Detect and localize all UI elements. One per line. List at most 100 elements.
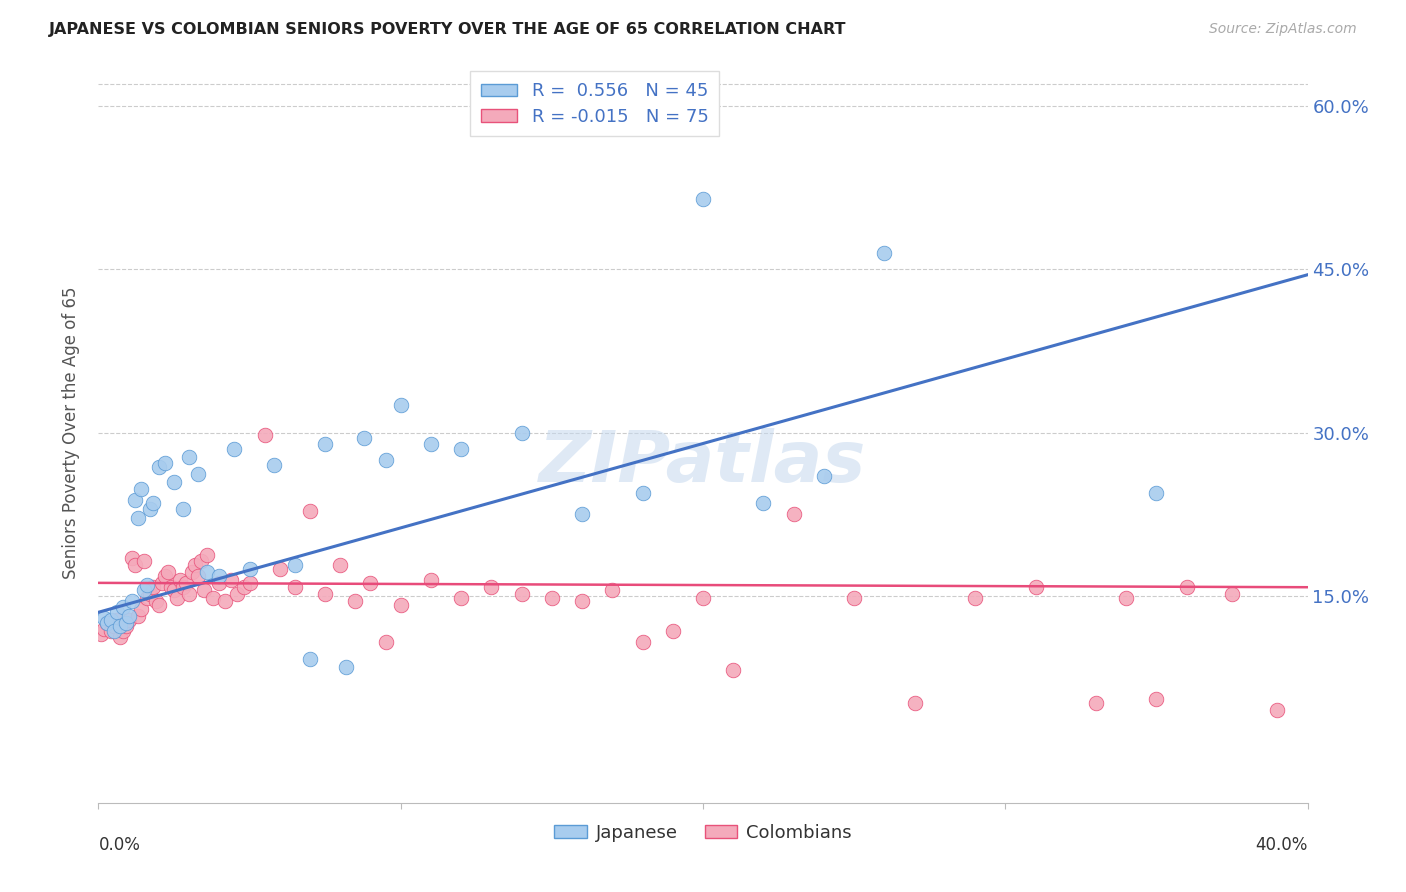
Point: [692, 192, 714, 206]
Point: [510, 587, 533, 601]
Point: [723, 663, 745, 677]
Point: [127, 510, 149, 524]
Point: [93, 611, 115, 625]
Point: [153, 569, 176, 583]
Point: [139, 501, 162, 516]
Point: [163, 583, 186, 598]
Point: [1085, 696, 1108, 710]
Point: [329, 558, 352, 573]
Point: [221, 573, 243, 587]
Point: [142, 580, 165, 594]
Point: [284, 558, 307, 573]
Point: [153, 456, 176, 470]
Point: [389, 398, 412, 412]
Y-axis label: Seniors Poverty Over the Age of 65: Seniors Poverty Over the Age of 65: [62, 286, 80, 579]
Point: [114, 616, 136, 631]
Point: [420, 573, 443, 587]
Point: [1267, 703, 1289, 717]
Point: [1144, 485, 1167, 500]
Point: [172, 501, 194, 516]
Point: [299, 504, 322, 518]
Point: [179, 450, 201, 464]
Point: [169, 573, 191, 587]
Point: [187, 467, 209, 481]
Point: [184, 558, 207, 573]
Point: [93, 622, 115, 636]
Point: [121, 594, 143, 608]
Point: [389, 598, 412, 612]
Point: [263, 458, 285, 473]
Point: [129, 602, 152, 616]
Point: [195, 565, 218, 579]
Point: [1144, 692, 1167, 706]
Point: [239, 575, 262, 590]
Point: [631, 634, 654, 648]
Point: [1115, 591, 1137, 606]
Point: [253, 427, 276, 442]
Point: [132, 583, 155, 598]
Point: [166, 591, 188, 606]
Text: 40.0%: 40.0%: [1256, 836, 1308, 855]
Text: JAPANESE VS COLOMBIAN SENIORS POVERTY OVER THE AGE OF 65 CORRELATION CHART: JAPANESE VS COLOMBIAN SENIORS POVERTY OV…: [49, 22, 846, 37]
Point: [118, 608, 141, 623]
Point: [114, 619, 136, 633]
Point: [344, 594, 367, 608]
Point: [450, 591, 472, 606]
Point: [353, 431, 375, 445]
Point: [163, 475, 186, 489]
Point: [108, 630, 131, 644]
Point: [224, 442, 246, 456]
Point: [187, 569, 209, 583]
Point: [139, 587, 162, 601]
Point: [226, 587, 249, 601]
Point: [124, 558, 146, 573]
Point: [752, 496, 775, 510]
Point: [96, 616, 118, 631]
Point: [360, 575, 382, 590]
Point: [111, 599, 134, 614]
Point: [692, 591, 714, 606]
Point: [481, 580, 503, 594]
Point: [103, 619, 125, 633]
Point: [100, 613, 122, 627]
Legend: Japanese, Colombians: Japanese, Colombians: [547, 817, 859, 849]
Point: [118, 613, 141, 627]
Point: [100, 624, 122, 638]
Point: [335, 659, 357, 673]
Point: [450, 442, 472, 456]
Point: [135, 578, 157, 592]
Point: [181, 565, 204, 579]
Text: Source: ZipAtlas.com: Source: ZipAtlas.com: [1209, 22, 1357, 37]
Point: [108, 619, 131, 633]
Point: [111, 624, 134, 638]
Point: [631, 485, 654, 500]
Point: [179, 587, 201, 601]
Point: [135, 591, 157, 606]
Point: [129, 482, 152, 496]
Point: [904, 696, 927, 710]
Point: [208, 569, 231, 583]
Point: [148, 598, 170, 612]
Point: [124, 493, 146, 508]
Point: [132, 554, 155, 568]
Point: [813, 469, 835, 483]
Point: [420, 436, 443, 450]
Point: [195, 548, 218, 562]
Point: [314, 587, 336, 601]
Point: [145, 594, 167, 608]
Point: [510, 425, 533, 440]
Point: [150, 575, 173, 590]
Point: [1220, 587, 1243, 601]
Point: [105, 613, 128, 627]
Point: [148, 460, 170, 475]
Point: [1175, 580, 1198, 594]
Point: [172, 580, 194, 594]
Point: [965, 591, 987, 606]
Point: [156, 565, 179, 579]
Point: [783, 508, 806, 522]
Point: [571, 594, 593, 608]
Point: [374, 453, 396, 467]
Point: [202, 591, 225, 606]
Point: [232, 580, 254, 594]
Point: [284, 580, 307, 594]
